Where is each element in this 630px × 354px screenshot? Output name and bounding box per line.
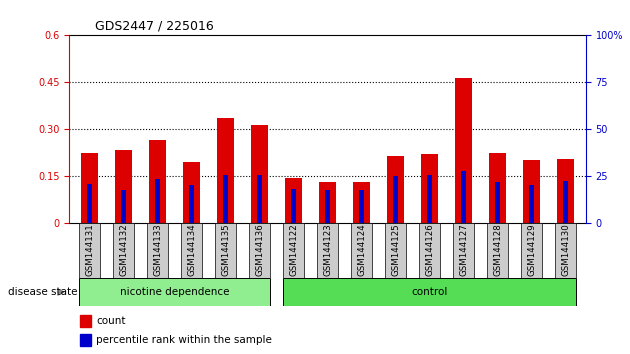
- Bar: [291, 189, 296, 223]
- Bar: [81, 153, 98, 223]
- FancyBboxPatch shape: [386, 223, 406, 278]
- Bar: [155, 179, 161, 223]
- Text: GSM144123: GSM144123: [323, 223, 332, 276]
- Bar: [217, 118, 234, 223]
- Text: GSM144126: GSM144126: [425, 223, 434, 276]
- Bar: [353, 182, 370, 223]
- FancyBboxPatch shape: [522, 223, 542, 278]
- Bar: [421, 154, 438, 223]
- Bar: [557, 159, 574, 223]
- Bar: [79, 334, 91, 346]
- Bar: [563, 181, 568, 223]
- Text: GSM144132: GSM144132: [119, 223, 128, 276]
- Text: count: count: [96, 316, 125, 326]
- Bar: [529, 185, 534, 223]
- Bar: [285, 178, 302, 223]
- Text: GSM144122: GSM144122: [289, 223, 298, 276]
- Bar: [257, 175, 262, 223]
- Text: GSM144136: GSM144136: [255, 223, 264, 276]
- Text: GSM144125: GSM144125: [391, 223, 400, 276]
- FancyBboxPatch shape: [352, 223, 372, 278]
- Bar: [455, 78, 472, 223]
- FancyBboxPatch shape: [488, 223, 508, 278]
- Text: GSM144124: GSM144124: [357, 223, 366, 276]
- Bar: [79, 315, 91, 327]
- Bar: [393, 176, 398, 223]
- Text: GSM144129: GSM144129: [527, 223, 536, 276]
- Text: GSM144130: GSM144130: [561, 223, 570, 276]
- Bar: [489, 153, 506, 223]
- Bar: [427, 175, 432, 223]
- Bar: [325, 190, 330, 223]
- Bar: [87, 184, 93, 223]
- FancyBboxPatch shape: [79, 223, 100, 278]
- Text: GSM144131: GSM144131: [85, 223, 94, 276]
- FancyBboxPatch shape: [284, 223, 304, 278]
- Bar: [495, 182, 500, 223]
- Text: GSM144135: GSM144135: [221, 223, 230, 276]
- Bar: [189, 185, 195, 223]
- Bar: [121, 190, 127, 223]
- Bar: [387, 156, 404, 223]
- FancyBboxPatch shape: [215, 223, 236, 278]
- FancyBboxPatch shape: [284, 278, 576, 306]
- Text: GSM144127: GSM144127: [459, 223, 468, 276]
- Text: GSM144133: GSM144133: [153, 223, 162, 276]
- FancyBboxPatch shape: [181, 223, 202, 278]
- FancyBboxPatch shape: [555, 223, 576, 278]
- Bar: [461, 171, 466, 223]
- Bar: [251, 125, 268, 223]
- Bar: [149, 140, 166, 223]
- FancyBboxPatch shape: [249, 223, 270, 278]
- Bar: [183, 162, 200, 223]
- Bar: [115, 149, 132, 223]
- Text: percentile rank within the sample: percentile rank within the sample: [96, 335, 272, 345]
- Text: GSM144128: GSM144128: [493, 223, 502, 276]
- Bar: [359, 190, 364, 223]
- FancyBboxPatch shape: [79, 278, 270, 306]
- Text: disease state: disease state: [8, 287, 77, 297]
- Bar: [523, 160, 540, 223]
- Text: GSM144134: GSM144134: [187, 223, 196, 276]
- Text: nicotine dependence: nicotine dependence: [120, 287, 229, 297]
- Text: control: control: [411, 287, 448, 297]
- FancyBboxPatch shape: [113, 223, 134, 278]
- FancyBboxPatch shape: [147, 223, 168, 278]
- Text: GDS2447 / 225016: GDS2447 / 225016: [95, 20, 214, 33]
- Bar: [223, 175, 228, 223]
- FancyBboxPatch shape: [454, 223, 474, 278]
- FancyBboxPatch shape: [318, 223, 338, 278]
- FancyBboxPatch shape: [420, 223, 440, 278]
- Bar: [319, 182, 336, 223]
